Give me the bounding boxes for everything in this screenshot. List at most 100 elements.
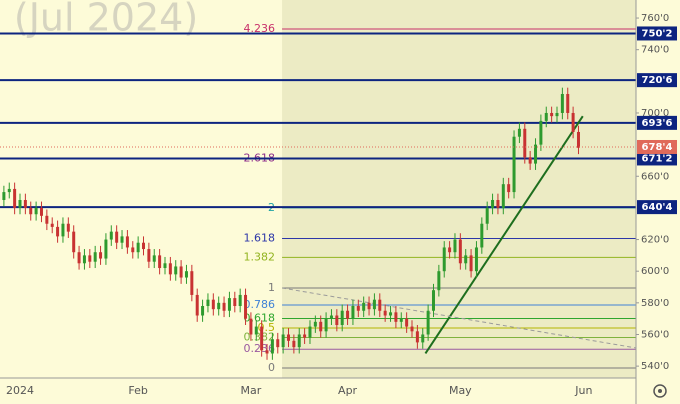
candle-body xyxy=(458,239,462,264)
candle-body xyxy=(346,310,350,319)
x-tick-label: Jun xyxy=(574,384,592,397)
candle-body xyxy=(34,207,38,215)
x-tick-label: Apr xyxy=(338,384,358,397)
candle-body xyxy=(174,266,178,275)
candle-body xyxy=(480,223,484,248)
candle-body xyxy=(206,299,210,307)
candle-body xyxy=(190,271,194,295)
candle-body xyxy=(496,199,500,208)
candle-body xyxy=(244,294,248,319)
level-label: 720'6 xyxy=(642,75,673,86)
candle-body xyxy=(442,247,446,272)
last-price-label: 678'4 xyxy=(642,142,673,153)
candle-body xyxy=(254,326,258,335)
candle-body xyxy=(39,207,43,216)
candle-body xyxy=(265,350,269,354)
y-tick-label: 560'0 xyxy=(641,329,669,340)
candle-body xyxy=(120,236,124,243)
level-label-box xyxy=(637,200,677,215)
candle-body xyxy=(125,236,129,248)
candle-body xyxy=(421,334,425,343)
candle-body xyxy=(383,310,387,316)
candle-body xyxy=(491,199,495,208)
x-tick-label: Feb xyxy=(128,384,147,397)
x-tick-label: Mar xyxy=(241,384,262,397)
candle-body xyxy=(2,192,6,200)
level-label: 671'2 xyxy=(642,153,673,164)
gear-center[interactable] xyxy=(658,389,662,393)
candle-body xyxy=(281,334,285,348)
level-label: 640'4 xyxy=(642,202,673,213)
trendline xyxy=(281,287,637,349)
candle-body xyxy=(77,252,81,264)
y-tick-label: 660'0 xyxy=(641,171,669,182)
candle-body xyxy=(512,136,516,193)
y-tick-label: 540'0 xyxy=(641,361,669,372)
candle-body xyxy=(45,215,49,224)
candle-body xyxy=(448,247,452,253)
candle-body xyxy=(249,318,253,335)
candle-body xyxy=(287,334,290,341)
candle-body xyxy=(158,255,162,269)
candle-body xyxy=(61,223,65,237)
candle-body xyxy=(319,321,323,332)
candle-body xyxy=(211,299,215,310)
candle-body xyxy=(335,315,339,325)
trendline xyxy=(424,115,584,355)
candle-body xyxy=(147,249,151,262)
candle-body xyxy=(560,93,564,113)
candle-body xyxy=(517,128,521,137)
level-label: 693'6 xyxy=(642,118,673,129)
candle-body xyxy=(507,184,511,193)
candle-body xyxy=(88,255,92,262)
candle-body xyxy=(222,302,226,311)
candle-body xyxy=(405,318,409,327)
candle-body xyxy=(29,207,33,215)
y-tick-label: 620'0 xyxy=(641,235,669,246)
settings-icon[interactable] xyxy=(653,384,667,398)
candle-body xyxy=(566,93,570,113)
candle-body xyxy=(260,326,264,351)
y-tick-label: 740'0 xyxy=(641,45,669,56)
candle-body xyxy=(523,128,527,158)
gear[interactable] xyxy=(653,384,667,398)
candle-body xyxy=(195,294,199,316)
candle-body xyxy=(104,239,108,259)
candle-body xyxy=(437,271,441,291)
y-tick-label: 700'0 xyxy=(641,108,669,119)
candle-body xyxy=(201,306,205,316)
candle-body xyxy=(163,263,167,269)
candle-body xyxy=(378,299,382,311)
level-label-box xyxy=(637,115,677,130)
candle-body xyxy=(109,231,113,240)
level-label: 750'2 xyxy=(642,28,673,39)
candle-body xyxy=(528,157,532,164)
candle-body xyxy=(72,231,76,253)
candle-body xyxy=(389,312,393,316)
level-label-box xyxy=(637,151,677,166)
candle-body xyxy=(233,298,237,307)
fib-label: 0.786 xyxy=(244,298,276,311)
candle-body xyxy=(303,334,307,338)
candle-body xyxy=(464,255,468,264)
candle-body xyxy=(136,242,140,253)
candle-body xyxy=(534,144,538,164)
candle-body xyxy=(501,184,505,208)
candle-body xyxy=(184,271,188,278)
candle-body xyxy=(550,112,554,117)
candle-body xyxy=(179,266,183,278)
candle-body xyxy=(415,331,419,343)
candle-body xyxy=(152,255,156,262)
candle-body xyxy=(351,306,355,319)
candle-body xyxy=(539,120,543,145)
candle-body xyxy=(66,223,70,232)
candle-body xyxy=(340,310,344,325)
candle-body xyxy=(292,340,296,348)
candle-body xyxy=(238,294,242,307)
candle-body xyxy=(544,112,548,121)
candle-body xyxy=(276,339,280,348)
candle-body xyxy=(82,255,86,264)
candle-body xyxy=(50,223,54,227)
candle-body xyxy=(469,255,473,272)
fib-zone xyxy=(282,0,636,378)
